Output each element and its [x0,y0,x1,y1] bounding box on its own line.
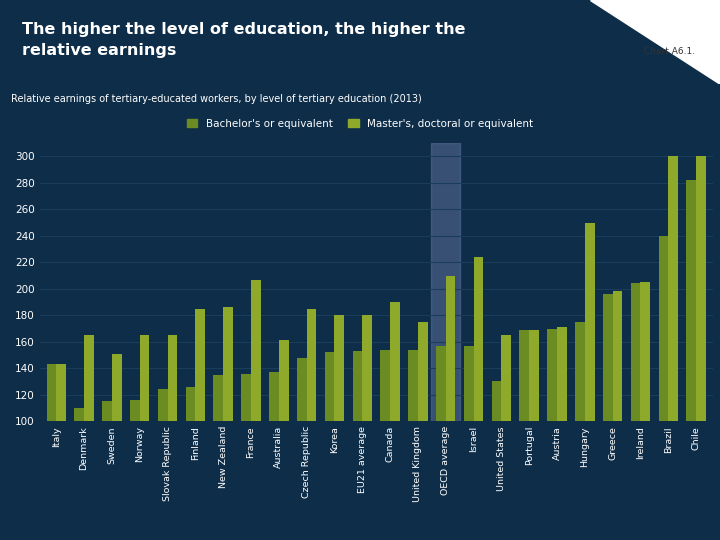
Bar [84,335,94,421]
Bar [223,307,233,421]
Bar [56,364,66,421]
Bar [631,284,641,421]
Bar [335,315,344,421]
Bar [353,351,362,421]
Bar [696,157,706,421]
Bar [241,374,251,421]
Text: Chart A6.1.: Chart A6.1. [644,48,695,56]
Bar [297,357,307,421]
Bar [213,375,223,421]
Bar [464,346,474,421]
Bar [74,408,84,421]
Bar [112,354,122,421]
Bar [446,275,456,421]
Bar [431,143,460,421]
Bar [251,280,261,421]
Bar [130,400,140,421]
Bar [307,309,316,421]
Bar [668,157,678,421]
Bar [519,330,529,421]
Bar [501,335,511,421]
Bar [279,340,289,421]
Bar [325,352,335,421]
Bar [418,322,428,421]
Bar [659,236,668,421]
Bar [195,309,205,421]
Bar [102,401,112,421]
Bar [641,282,650,421]
Bar [575,322,585,421]
Bar [436,346,446,421]
Bar [47,364,56,421]
Bar [269,372,279,421]
Bar [547,328,557,421]
Bar [408,350,418,421]
Bar [186,387,195,421]
Bar [603,294,613,421]
Bar [585,222,595,421]
Bar [380,350,390,421]
Bar [140,335,150,421]
Bar [168,335,177,421]
Legend: Bachelor's or equivalent, Master's, doctoral or equivalent: Bachelor's or equivalent, Master's, doct… [187,119,533,129]
Bar [557,327,567,421]
Polygon shape [590,0,720,84]
Bar [390,302,400,421]
Bar [529,330,539,421]
Bar [492,381,501,421]
Bar [474,257,483,421]
Bar [158,389,168,421]
Bar [362,315,372,421]
Bar [686,180,696,421]
Text: Relative earnings of tertiary-educated workers, by level of tertiary education (: Relative earnings of tertiary-educated w… [11,93,421,104]
Text: The higher the level of education, the higher the
relative earnings: The higher the level of education, the h… [22,22,465,58]
Bar [613,292,622,421]
